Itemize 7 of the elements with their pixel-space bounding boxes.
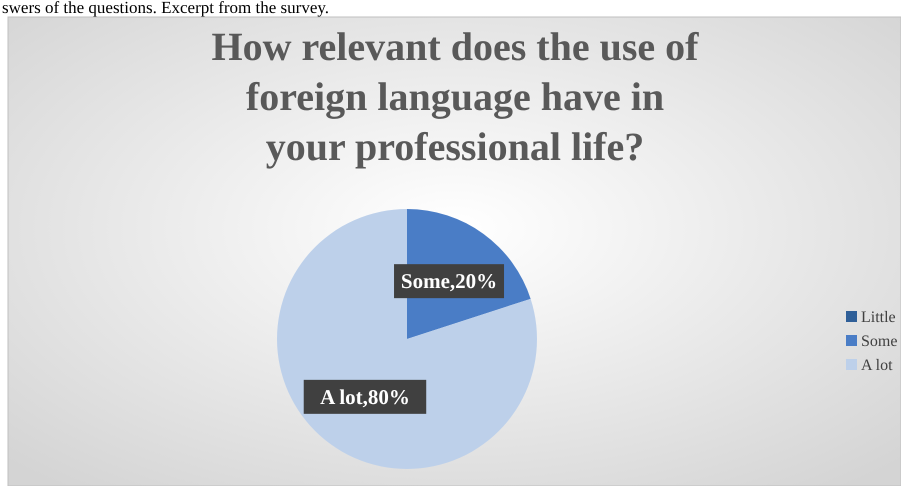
legend-label: Some <box>861 333 898 350</box>
text: swers of the questions. Excerpt from the survey. <box>2 0 330 17</box>
data-label: Some,20% <box>400 269 498 294</box>
legend-label: A lot <box>861 357 894 374</box>
data-label: A lot,80% <box>320 384 410 409</box>
legend-label: Little <box>861 309 896 326</box>
chart-title: How relevant does the use of foreign language have in your professional life? <box>212 24 700 169</box>
